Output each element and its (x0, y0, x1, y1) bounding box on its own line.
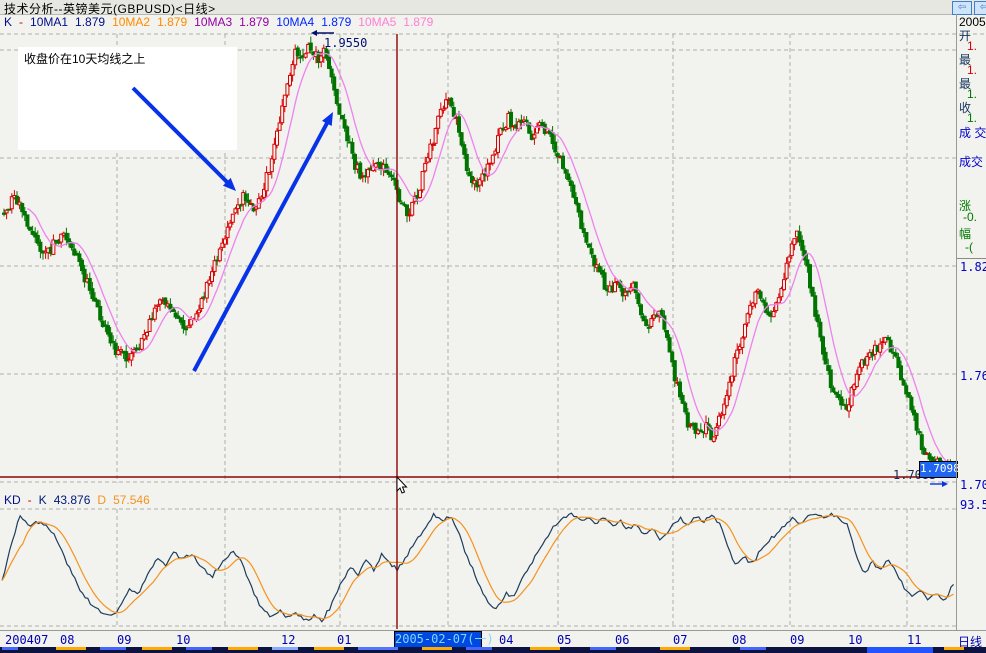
x-axis-label: 07 (673, 633, 688, 647)
kd-row-token: K (38, 493, 47, 507)
status-bar-fragment (186, 647, 212, 650)
price-axis: 1.82 1.76 1.70 (957, 258, 986, 493)
last-price-badge: 1.7098 (919, 461, 960, 478)
status-bar-fragment (944, 647, 964, 650)
status-bar-fragment (422, 647, 452, 650)
status-bar-fragment (56, 647, 86, 650)
kd-row-token: - (27, 493, 32, 507)
info-panel-row: 成交 (959, 155, 984, 169)
info-panel-row: 收 (959, 101, 972, 115)
info-panel-row: 1. (967, 63, 978, 77)
x-axis-label: 10 (848, 633, 863, 647)
info-panel-row: -( (965, 240, 973, 254)
ma-row-token: 10MA3 (194, 15, 233, 29)
crosshair-date-badge: 2005-02-07(一) (394, 631, 494, 648)
info-panel-row: 2005 (959, 15, 986, 29)
x-axis-label: 08 (60, 633, 75, 647)
status-bar-fragment (142, 647, 172, 650)
kd-row-token: 57.546 (113, 493, 150, 507)
info-panel-row: 幅 (959, 227, 972, 241)
info-panel-row: 开 (959, 29, 972, 43)
kd-row-token: 43.876 (53, 493, 91, 507)
ma-indicator-row: K -10MA1 1.879 10MA2 1.879 10MA3 1.879 10MA4 1.8… (4, 15, 440, 29)
status-bar-fragment (2, 647, 18, 650)
ma-row-token: 10MA5 (358, 15, 397, 29)
title-bar: 技术分析--英镑美元(GBPUSD)<日线> ⇦ ⇦ (0, 0, 986, 16)
crosshair (0, 34, 956, 629)
status-bar-clipped (0, 647, 986, 653)
time-axis-row: 2005-02-07(一) 日线 200407 08 09 10 12 01 04 05 06 0… (0, 630, 986, 649)
ma-row-token: 1.879 (157, 15, 188, 29)
x-axis-label: 09 (790, 633, 805, 647)
x-axis-label: 04 (499, 633, 514, 647)
ma-row-token: 10MA2 (112, 15, 151, 29)
price-axis-label: 1.76 (960, 369, 986, 383)
status-bar-fragment (867, 647, 933, 653)
status-bar-fragment (530, 647, 560, 650)
status-bar-fragment (228, 647, 258, 650)
info-panel-row: 成 交 (959, 126, 986, 140)
price-axis-label: 1.82 (960, 260, 986, 274)
status-bar-fragment (272, 647, 298, 650)
periodicity-label[interactable]: 日线 (958, 635, 983, 649)
x-axis-label: 12 (281, 633, 296, 647)
panel-separator (956, 14, 957, 647)
kd-scale-max: 93.5 (960, 498, 986, 512)
status-bar-fragment (314, 647, 344, 650)
info-panel-row: 1. (967, 87, 978, 101)
annotation-text: 收盘价在10天均线之上 (24, 52, 146, 66)
kd-lines (1, 512, 955, 623)
info-panel-row: 最 (959, 53, 972, 67)
ma-row-token: 1.879 (239, 15, 270, 29)
price-axis-label: 1.70 (960, 478, 986, 492)
status-bar-fragment (100, 647, 126, 650)
info-panel-row: 1. (967, 111, 978, 125)
back-arrow-icon[interactable]: ⇦ (952, 1, 972, 15)
ma10-line (27, 52, 951, 464)
candlesticks (2, 36, 953, 472)
forward-arrow-icon[interactable]: ⇦ (974, 1, 986, 15)
ma-row-token: 1.879 (403, 15, 434, 29)
x-axis-label: 01 (337, 633, 352, 647)
kd-indicator-row: KD - K 43.876 D 57.546 (4, 493, 157, 507)
x-axis-label: 06 (615, 633, 630, 647)
x-axis-label: 11 (907, 633, 922, 647)
status-bar-fragment (590, 647, 616, 650)
status-bar-fragment (740, 647, 766, 650)
x-axis-label: 200407 (5, 633, 49, 647)
ma-row-token: 1.879 (75, 15, 106, 29)
status-bar-fragment (358, 647, 398, 650)
x-axis-label: 10 (176, 633, 191, 647)
mouse-cursor (396, 475, 408, 494)
quote-info-panel: 2005 开 1. 最 1. 最 1. 收 1. 成 交成交涨 -0. 幅 -( (957, 14, 986, 258)
kd-row-token: KD (4, 493, 21, 507)
info-panel-row: -0. (963, 210, 978, 224)
kd-axis: 93.5 (957, 492, 986, 631)
x-axis-label: 08 (732, 633, 747, 647)
ma-row-token: 1.879 (321, 15, 352, 29)
info-panel-row: 1. (967, 39, 978, 53)
ma-row-token: 10MA4 (276, 15, 315, 29)
info-panel-row: 最 (959, 77, 972, 91)
kd-row-token: D (97, 493, 107, 507)
ma-row-token: 10MA1 (30, 15, 69, 29)
annotation-graphics (18, 30, 334, 372)
x-axis-label: 05 (557, 633, 572, 647)
status-bar-fragment (466, 647, 492, 650)
ma-row-token: - (19, 15, 24, 29)
ma-row-token: K (4, 15, 13, 29)
window-title: 技术分析--英镑美元(GBPUSD)<日线> (4, 2, 216, 16)
x-axis-label: 09 (117, 633, 132, 647)
peak-price-label: 1.9550 (324, 36, 368, 50)
info-panel-row: 涨 (959, 199, 972, 213)
status-bar-fragment (660, 647, 690, 650)
